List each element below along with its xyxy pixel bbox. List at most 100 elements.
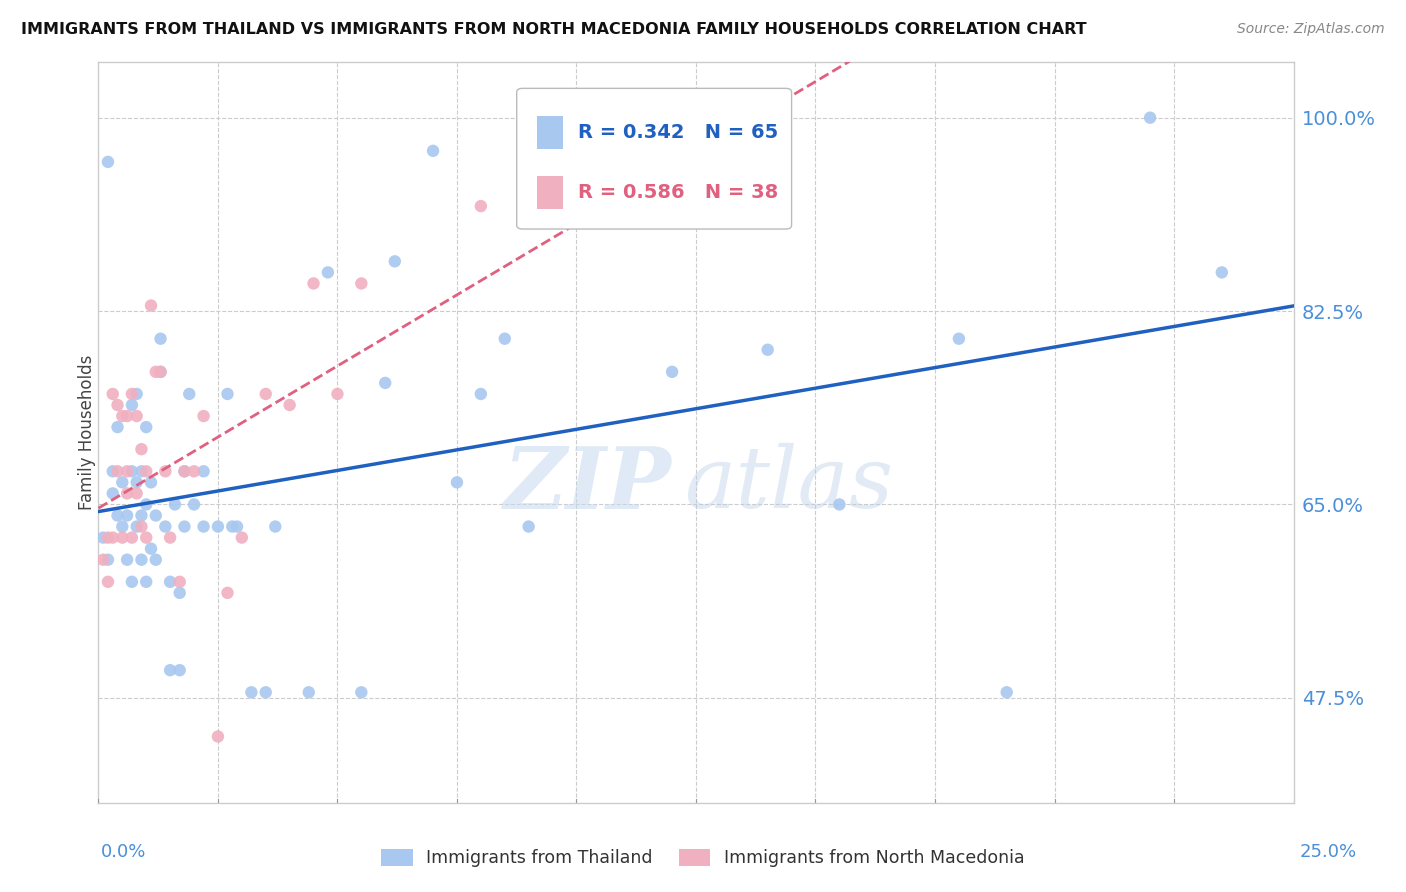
Point — [995, 685, 1018, 699]
Point — [121, 387, 143, 401]
Point — [155, 519, 177, 533]
Point — [193, 464, 215, 478]
Legend: Immigrants from Thailand, Immigrants from North Macedonia: Immigrants from Thailand, Immigrants fro… — [374, 842, 1032, 874]
Point — [135, 420, 157, 434]
Point — [115, 552, 138, 566]
Point — [193, 519, 215, 533]
Point — [193, 409, 215, 423]
Point — [207, 730, 229, 744]
Point — [111, 531, 134, 545]
Point — [316, 265, 339, 279]
Point — [97, 531, 120, 545]
Point — [350, 277, 373, 291]
Point — [149, 365, 172, 379]
Point — [173, 464, 195, 478]
Point — [374, 376, 396, 390]
Point — [115, 464, 138, 478]
Point — [131, 442, 153, 457]
Point — [111, 409, 134, 423]
Point — [131, 519, 153, 533]
Point — [107, 464, 129, 478]
Point — [169, 663, 191, 677]
Point — [135, 574, 157, 589]
Point — [111, 519, 134, 533]
Point — [97, 154, 120, 169]
Point — [125, 486, 148, 500]
Point — [139, 299, 162, 313]
Point — [135, 531, 157, 545]
Text: R = 0.586   N = 38: R = 0.586 N = 38 — [578, 183, 778, 202]
Point — [254, 387, 277, 401]
Point — [155, 464, 177, 478]
Point — [470, 387, 492, 401]
Point — [159, 663, 181, 677]
Point — [115, 486, 138, 500]
Point — [163, 498, 186, 512]
Point — [111, 475, 134, 490]
Point — [254, 685, 277, 699]
Point — [125, 475, 148, 490]
Point — [131, 552, 153, 566]
Point — [107, 420, 129, 434]
Point — [91, 552, 114, 566]
Point — [149, 365, 172, 379]
Point — [169, 586, 191, 600]
Point — [125, 387, 148, 401]
Point — [107, 398, 129, 412]
Point — [121, 574, 143, 589]
Point — [121, 464, 143, 478]
Point — [446, 475, 468, 490]
Point — [159, 531, 181, 545]
Point — [221, 519, 243, 533]
Point — [278, 398, 301, 412]
Point — [350, 685, 373, 699]
Point — [121, 531, 143, 545]
Point — [125, 409, 148, 423]
Point — [139, 541, 162, 556]
Point — [115, 409, 138, 423]
Point — [422, 144, 444, 158]
Point — [101, 486, 124, 500]
Point — [131, 464, 153, 478]
Point — [121, 398, 143, 412]
Point — [107, 508, 129, 523]
Text: ZIP: ZIP — [505, 442, 672, 526]
Point — [131, 508, 153, 523]
Point — [97, 552, 120, 566]
Point — [494, 332, 516, 346]
Text: 0.0%: 0.0% — [101, 843, 146, 861]
Point — [756, 343, 779, 357]
Point — [125, 519, 148, 533]
Point — [1211, 265, 1233, 279]
Point — [101, 387, 124, 401]
Point — [139, 475, 162, 490]
Point — [298, 685, 321, 699]
Point — [517, 519, 540, 533]
Point — [264, 519, 287, 533]
Point — [226, 519, 249, 533]
Point — [101, 531, 124, 545]
FancyBboxPatch shape — [517, 88, 792, 229]
Point — [101, 464, 124, 478]
Point — [97, 574, 120, 589]
Text: IMMIGRANTS FROM THAILAND VS IMMIGRANTS FROM NORTH MACEDONIA FAMILY HOUSEHOLDS CO: IMMIGRANTS FROM THAILAND VS IMMIGRANTS F… — [21, 22, 1087, 37]
Point — [135, 498, 157, 512]
Point — [240, 685, 263, 699]
Point — [302, 277, 325, 291]
Point — [207, 519, 229, 533]
Point — [183, 498, 205, 512]
Point — [135, 464, 157, 478]
Text: R = 0.342   N = 65: R = 0.342 N = 65 — [578, 123, 778, 142]
Point — [145, 365, 167, 379]
Point — [217, 387, 239, 401]
Point — [828, 498, 851, 512]
Bar — [537, 116, 564, 149]
Point — [173, 464, 195, 478]
Point — [217, 586, 239, 600]
Point — [470, 199, 492, 213]
Point — [145, 508, 167, 523]
Point — [179, 387, 201, 401]
Y-axis label: Family Households: Family Households — [79, 355, 96, 510]
Point — [149, 332, 172, 346]
Point — [326, 387, 349, 401]
